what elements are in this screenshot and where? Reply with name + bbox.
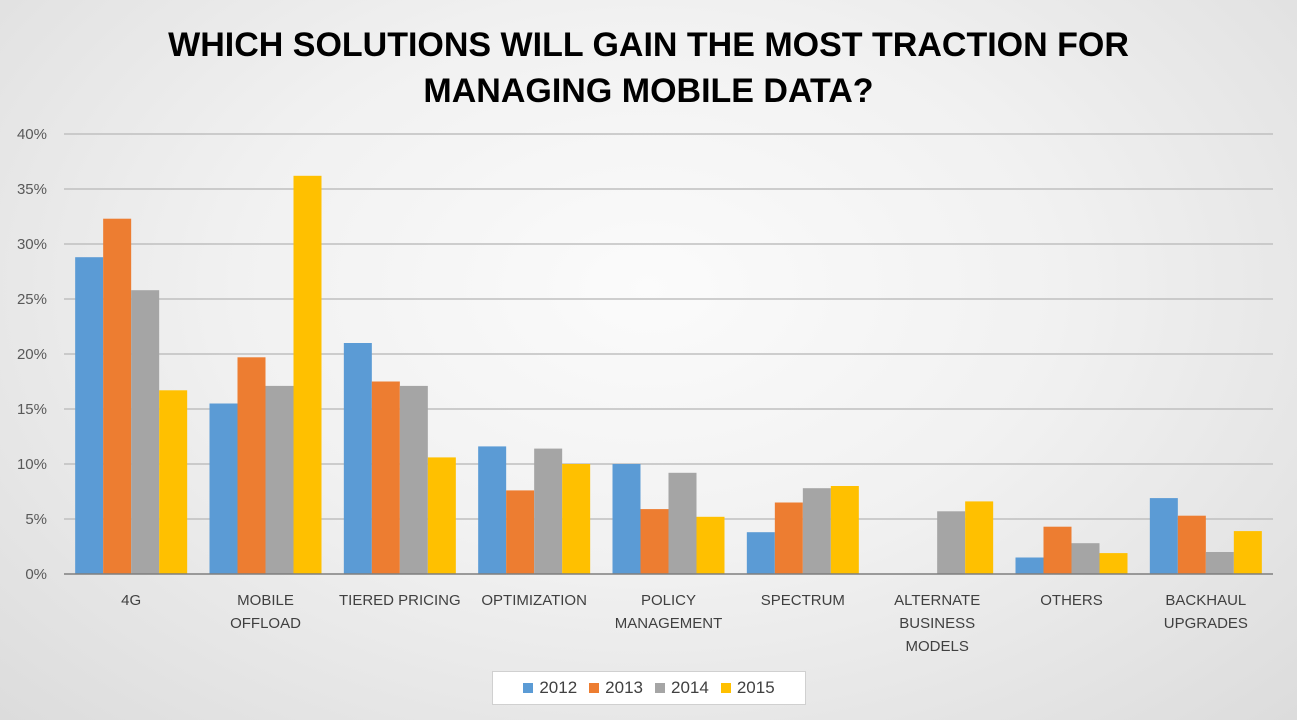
bar-2013-3	[506, 490, 535, 574]
bar-2014-3	[534, 448, 563, 574]
bar-2013-7	[1043, 526, 1072, 574]
category-label: MODELS	[905, 638, 968, 655]
bar-2012-3	[478, 446, 507, 574]
bar-2014-6	[937, 511, 966, 574]
chart-title-line-1: WHICH SOLUTIONS WILL GAIN THE MOST TRACT…	[168, 26, 1129, 64]
category-label: MOBILE	[237, 592, 294, 609]
category-label: UPGRADES	[1164, 615, 1248, 632]
bar-2015-7	[1099, 553, 1128, 574]
y-tick-label: 0%	[25, 566, 47, 583]
y-tick-label: 10%	[17, 456, 47, 473]
legend-label: 2013	[605, 678, 643, 697]
bar-2013-0	[103, 218, 132, 574]
bar-2014-7	[1071, 543, 1100, 574]
bar-2014-0	[131, 290, 160, 574]
bar-2014-1	[265, 385, 294, 574]
legend-swatch	[589, 683, 600, 693]
bar-2012-7	[1015, 557, 1044, 574]
bar-2012-0	[75, 257, 104, 574]
bar-2015-6	[965, 501, 994, 574]
bar-2015-3	[562, 464, 591, 574]
bar-2014-5	[802, 488, 831, 574]
legend-swatch	[523, 683, 534, 693]
legend-swatch	[720, 683, 731, 693]
bar-2013-5	[774, 502, 803, 574]
category-label: BUSINESS	[899, 615, 975, 632]
bar-2013-2	[371, 381, 400, 574]
bar-2015-0	[159, 390, 188, 574]
bar-2012-5	[746, 532, 775, 574]
legend-label: 2012	[539, 678, 578, 697]
category-label: POLICY	[641, 592, 696, 609]
category-label: SPECTRUM	[761, 592, 845, 609]
category-label: TIERED PRICING	[339, 592, 461, 609]
category-label: 4G	[121, 592, 141, 609]
legend-item-2015: 2015	[720, 678, 775, 698]
y-tick-label: 30%	[17, 236, 47, 253]
category-label: MANAGEMENT	[615, 615, 723, 632]
x-axis-categories: 4G MOBILE OFFLOAD TIERED PRICING OPTIMIZATIO…	[121, 592, 1248, 655]
bar-2015-1	[293, 175, 322, 575]
y-tick-label: 5%	[25, 511, 47, 528]
y-tick-label: 40%	[17, 126, 47, 143]
gridlines	[64, 133, 1273, 520]
y-tick-label: 20%	[17, 346, 47, 363]
bars	[75, 175, 1262, 575]
category-label: OTHERS	[1040, 592, 1103, 609]
bar-2015-4	[696, 516, 725, 574]
bar-2012-4	[612, 464, 641, 574]
bar-2013-1	[237, 357, 266, 574]
bar-2013-8	[1177, 515, 1206, 574]
y-tick-label: 35%	[17, 181, 47, 198]
y-tick-label: 25%	[17, 291, 47, 308]
bar-2013-4	[640, 509, 669, 574]
chart-title-line-2: MANAGING MOBILE DATA?	[423, 72, 874, 110]
bar-2015-8	[1233, 531, 1262, 574]
legend-item-2012: 2012	[523, 678, 577, 698]
legend-swatch	[655, 683, 665, 693]
legend: 2012 2013 2014 2015	[492, 671, 806, 705]
y-axis-ticks: 0% 5% 10% 15% 20% 25% 30% 35% 40%	[17, 126, 47, 583]
bar-2012-2	[343, 343, 372, 574]
legend-label: 2015	[736, 678, 775, 697]
category-label: BACKHAUL	[1165, 592, 1246, 609]
y-tick-label: 15%	[17, 401, 47, 418]
bar-2012-8	[1149, 498, 1178, 574]
legend-label: 2014	[671, 678, 709, 697]
bar-2014-2	[399, 385, 428, 574]
bar-2014-4	[668, 472, 697, 574]
legend-item-2013: 2013	[589, 678, 643, 698]
category-label: OPTIMIZATION	[481, 592, 587, 609]
legend-item-2014: 2014	[655, 678, 709, 698]
bar-2012-1	[209, 403, 238, 574]
chart-title: WHICH SOLUTIONS WILL GAIN THE MOST TRACT…	[0, 22, 1297, 114]
bar-2015-5	[830, 486, 859, 574]
bar-2015-2	[427, 457, 456, 574]
category-label: OFFLOAD	[230, 615, 301, 632]
bar-2014-8	[1205, 552, 1234, 574]
category-label: ALTERNATE	[894, 592, 980, 609]
